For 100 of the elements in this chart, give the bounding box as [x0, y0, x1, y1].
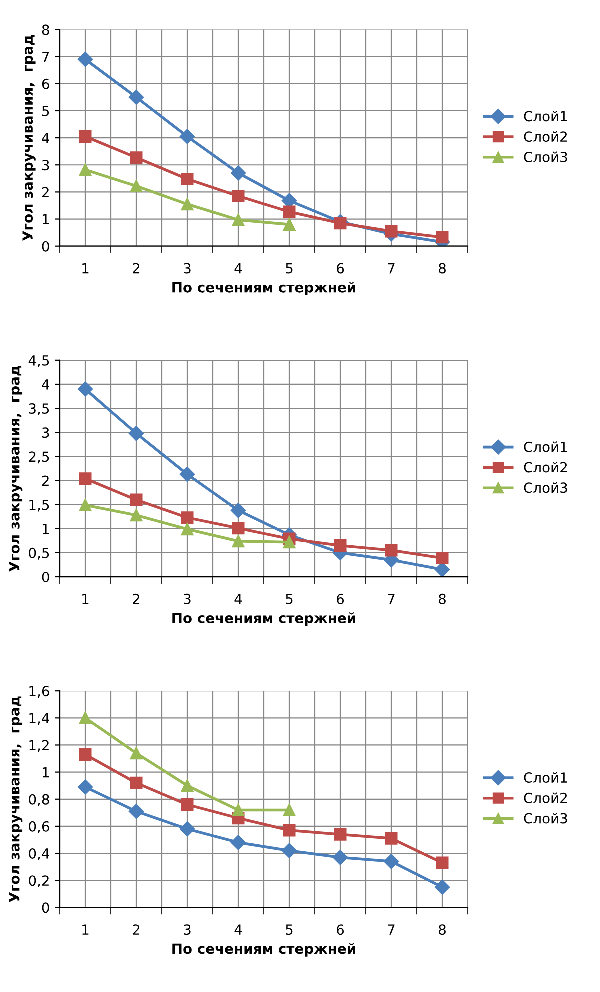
y-tick-label: 0 [42, 572, 50, 582]
x-tick-label: 2 [133, 594, 140, 604]
point [130, 494, 143, 506]
x-tick-label: 3 [184, 263, 191, 274]
point [78, 52, 94, 68]
point [181, 172, 194, 186]
y-tick-label: 4,5 [28, 356, 50, 368]
y-tick-label: 5 [42, 106, 50, 116]
x-tick-label: 5 [286, 263, 293, 274]
point [230, 835, 246, 850]
point [130, 747, 143, 760]
point [130, 776, 143, 790]
point [385, 832, 398, 845]
point [180, 466, 196, 482]
x-tick-label: 5 [286, 924, 293, 936]
point [180, 129, 196, 144]
y-tick-label: 0,6 [29, 821, 50, 834]
y-tick-label: 0,5 [29, 548, 50, 560]
point [230, 166, 246, 181]
legend-label: Слой1 [524, 111, 568, 122]
point [130, 509, 143, 522]
point [283, 536, 296, 549]
point [128, 90, 144, 106]
point [385, 544, 398, 557]
legend-label: Слой2 [524, 131, 568, 142]
point [436, 231, 449, 244]
point [436, 552, 449, 564]
point [181, 512, 194, 524]
x-tick-label: 1 [82, 924, 89, 935]
point [181, 780, 194, 792]
point [332, 850, 348, 866]
x-tick-label: 5 [286, 594, 293, 604]
y-tick-label: 0,8 [29, 794, 50, 806]
point [283, 824, 296, 837]
y-axis-title: Угол закручивания, град [22, 35, 36, 242]
point [434, 880, 450, 895]
point [232, 190, 245, 203]
legend-label: Слой2 [524, 462, 568, 473]
point [79, 130, 92, 143]
point [130, 180, 143, 192]
x-tick-label: 8 [439, 263, 446, 274]
y-tick-label: 2 [42, 476, 49, 486]
y-tick-label: 0,4 [29, 848, 50, 860]
point [128, 426, 144, 442]
x-tick-label: 2 [133, 924, 140, 935]
legend-label: Слой1 [524, 442, 568, 452]
point [283, 206, 296, 218]
point [282, 843, 298, 858]
legend-label: Слой1 [524, 772, 568, 784]
point [78, 382, 94, 397]
legend-label: Слой3 [524, 482, 568, 494]
point [78, 780, 94, 795]
y-tick-label: 1 [42, 767, 49, 778]
y-tick-label: 6 [42, 78, 50, 90]
point [232, 522, 245, 535]
point [79, 472, 92, 486]
x-tick-label: 4 [234, 594, 242, 604]
point [79, 748, 92, 761]
point [385, 225, 398, 238]
x-tick-label: 6 [337, 924, 344, 936]
x-tick-label: 4 [234, 924, 242, 935]
x-tick-label: 7 [388, 594, 395, 604]
x-tick-label: 8 [439, 924, 446, 936]
y-tick-label: 0 [42, 241, 50, 252]
x-tick-label: 7 [388, 263, 395, 274]
y-tick-label: 2,5 [29, 452, 50, 464]
point [436, 856, 449, 870]
point [232, 535, 245, 548]
y-tick-label: 4 [42, 133, 50, 144]
point [79, 164, 92, 176]
x-tick-label: 7 [388, 924, 395, 935]
y-tick-label: 1,2 [30, 740, 49, 752]
x-tick-label: 8 [439, 594, 446, 604]
y-tick-label: 3 [42, 428, 50, 438]
x-axis-title: По сечениям стержней [172, 612, 356, 626]
y-tick-label: 1,4 [30, 713, 50, 726]
x-tick-label: 3 [184, 924, 191, 936]
point [128, 804, 144, 820]
y-tick-label: 3 [42, 160, 50, 171]
point [334, 217, 347, 230]
y-tick-label: 2 [42, 187, 49, 198]
x-tick-label: 4 [234, 263, 242, 274]
point [283, 218, 296, 231]
point [384, 854, 400, 870]
legend-label: Слой3 [524, 152, 568, 162]
y-tick-label: 0,2 [29, 876, 49, 888]
y-tick-label: 1 [42, 524, 49, 534]
point [230, 503, 246, 518]
point [181, 198, 194, 211]
y-tick-label: 0 [42, 902, 50, 914]
x-axis-title: По сечениям стержней [172, 943, 356, 957]
point [79, 499, 92, 512]
x-axis-title: По сечениям стержней [172, 282, 356, 296]
point [79, 712, 92, 724]
x-tick-label: 2 [133, 263, 140, 274]
point [283, 804, 296, 816]
y-tick-label: 1,6 [30, 686, 50, 698]
y-tick-label: 4 [42, 380, 50, 390]
point [130, 152, 143, 164]
y-tick-label: 1,5 [30, 500, 50, 512]
